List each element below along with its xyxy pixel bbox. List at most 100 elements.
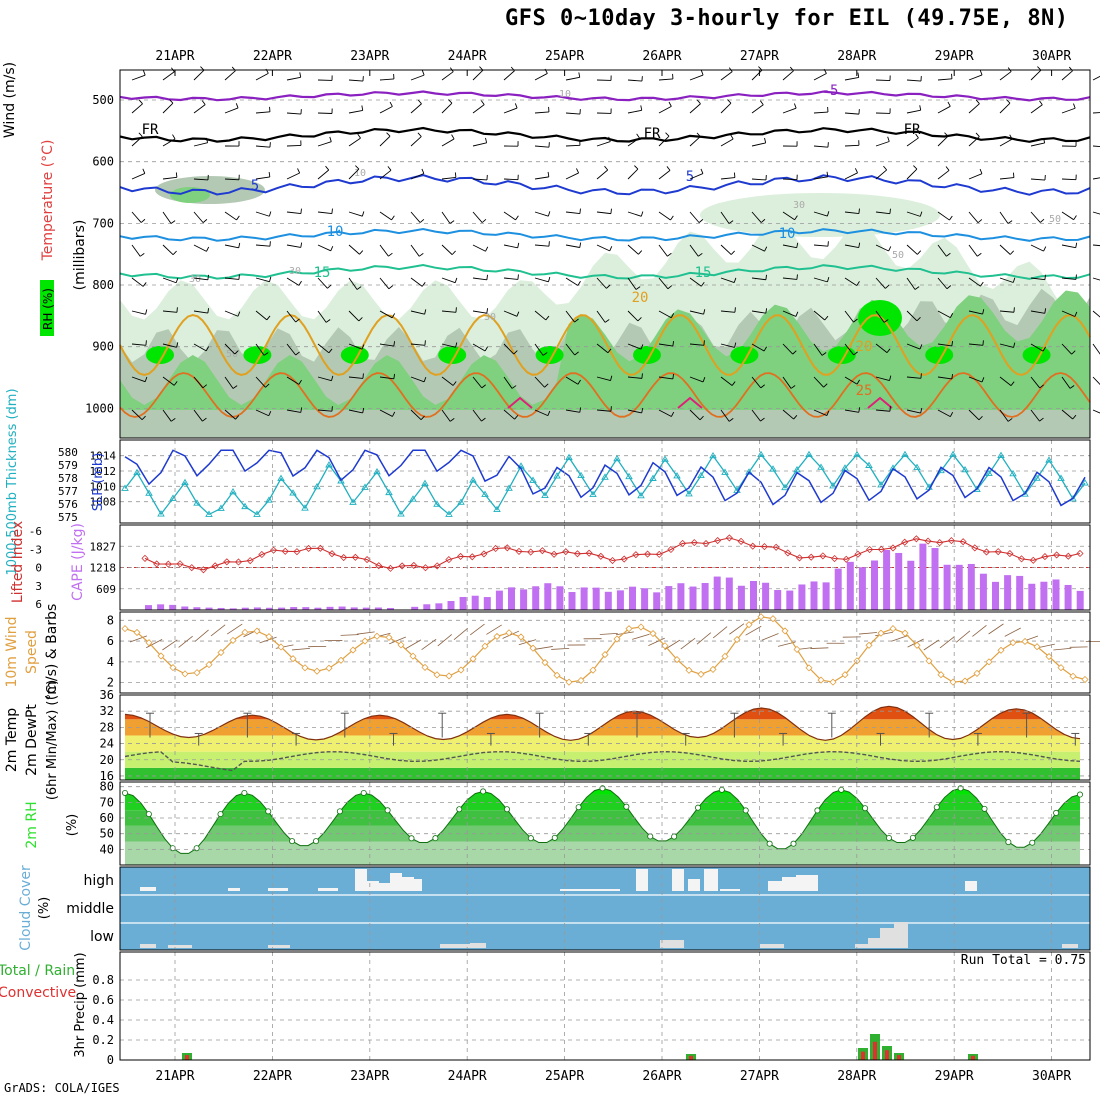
wind-barb-flag (764, 137, 767, 143)
lifted-index-marker (585, 549, 593, 557)
wind-barb-staff (224, 244, 239, 249)
wind-barb-staff (503, 310, 518, 317)
wind-barb-staff (689, 74, 704, 81)
lifted-index-marker (620, 555, 628, 563)
cloud-high-bar (414, 879, 422, 891)
slp-tick-label: 1014 (90, 450, 117, 463)
wind-barb-staff (224, 343, 236, 355)
wind-barb-staff (937, 135, 949, 147)
wind-barb-flag (386, 132, 391, 137)
date-label-bottom: 25APR (545, 1069, 584, 1084)
wind-barb-flag (234, 350, 239, 355)
wind-barb-staff (596, 169, 608, 180)
wind-barb-staff (1061, 343, 1072, 355)
wind-barb-staff (565, 310, 575, 323)
wind-barb-staff (782, 178, 798, 181)
wind-speed-marker (1021, 637, 1029, 646)
wind-speed-marker (925, 657, 933, 665)
wind-barb-staff (937, 310, 951, 319)
wind-barb-staff (968, 409, 980, 421)
cape-bar (1052, 579, 1060, 610)
wind-barb-staff (286, 144, 302, 147)
wind10-barb (939, 636, 955, 649)
date-label-top: 22APR (253, 49, 292, 64)
wind-barb-staff (999, 71, 1012, 81)
lifted-index-tick-label: 3 (35, 580, 42, 593)
lifted-index-marker (1076, 549, 1084, 558)
cape-bar (411, 606, 419, 610)
wind-barb-staff (286, 310, 296, 323)
thickness-marker (397, 510, 405, 517)
wind-speed-marker (841, 671, 849, 679)
lifted-index-marker (877, 545, 885, 553)
cape-bar (798, 584, 806, 610)
wind-speed-marker (625, 625, 633, 633)
wind-barb-flag (728, 418, 734, 422)
wind-barb-staff (286, 277, 300, 286)
wind-barb-staff (379, 310, 393, 319)
wind-barb-staff (131, 310, 146, 315)
wind-barb-staff (255, 145, 270, 148)
wind-barb-staff (379, 78, 394, 81)
date-label-bottom: 23APR (350, 1069, 389, 1084)
wind-barb-staff (689, 173, 704, 180)
wind-barb-flag (856, 281, 860, 286)
wind-barb-staff (503, 343, 515, 355)
contour-neg5 (119, 90, 1091, 102)
wind-barb-flag (610, 375, 613, 381)
wind-barb-staff (751, 244, 765, 252)
wind-barb-flag (826, 211, 830, 217)
rh2m-marker (1077, 791, 1084, 798)
wind-tick-label: 8 (107, 613, 114, 627)
wind-barb-flag (201, 100, 206, 105)
contour-label: 30 (189, 274, 201, 285)
wind-barb-flag (977, 252, 982, 257)
wind-barb-staff (131, 74, 146, 81)
wind-barb-staff (937, 170, 950, 180)
cape-tick-label: 1827 (90, 540, 117, 553)
wind-barb-staff (689, 310, 704, 315)
rh2m-band (125, 788, 1080, 795)
wind-speed-marker (1009, 639, 1017, 647)
wind-barb-staff (875, 79, 891, 81)
wind-barb-staff (999, 310, 1014, 313)
wind-barb-flag (734, 342, 737, 348)
label-upper-units: (millibars) (72, 220, 88, 291)
rh2m-marker (551, 834, 558, 841)
wind-barb-flag (982, 309, 985, 315)
thickness-tick-label: 579 (58, 459, 78, 472)
cape-bar (641, 588, 649, 610)
rh2m-marker (360, 789, 367, 796)
wind-barb-staff (162, 409, 172, 422)
wind-barb-staff (658, 343, 673, 347)
lifted-index-marker (655, 550, 663, 558)
wind-barb-staff (968, 74, 983, 81)
lifted-index-marker (234, 558, 243, 566)
wind-barb-staff (658, 170, 671, 180)
rh2m-marker (241, 789, 248, 796)
rh-shade-saturated (340, 346, 369, 364)
wind10-barb (259, 636, 277, 644)
wind10-barb (632, 633, 650, 640)
rh2m-marker (408, 835, 415, 842)
wind-barb-staff (286, 211, 301, 215)
wind-barb-flag (733, 277, 737, 283)
wind-barb-flag (795, 311, 799, 317)
lifted-index-marker (901, 538, 909, 546)
wind-barb-flag (827, 276, 830, 282)
wind-barb-staff (224, 178, 240, 181)
lifted-index-marker (246, 557, 254, 565)
wind-barb-staff (317, 310, 327, 323)
thickness-marker (181, 478, 189, 486)
wind-barb-staff (906, 277, 916, 290)
wind-barb-staff (317, 141, 332, 147)
label-upper-rh: RH (%) (41, 288, 55, 330)
wind-speed-marker (937, 671, 945, 679)
lifted-index-marker (749, 542, 757, 550)
wind-barb-staff (565, 112, 580, 115)
wind-barb-staff (782, 310, 797, 317)
cape-bar (568, 592, 576, 610)
wind10-barb (129, 635, 148, 643)
contour-30c (677, 396, 703, 409)
wind-barb-staff (379, 106, 393, 114)
